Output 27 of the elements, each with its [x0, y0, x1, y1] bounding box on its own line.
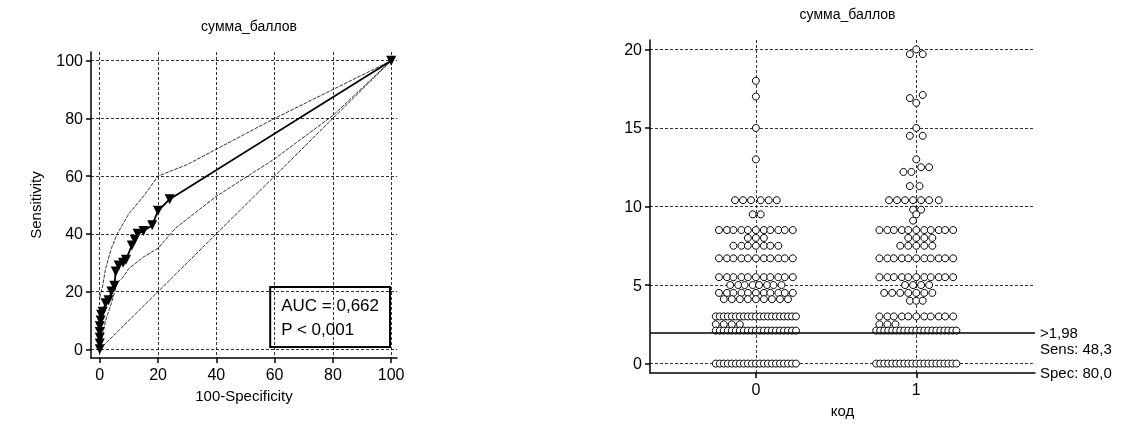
y-tick-label: 80 — [65, 109, 84, 127]
annotation: P < 0,001 — [281, 319, 355, 339]
x-tick-label: 100 — [377, 365, 405, 383]
y-tick-label: 0 — [74, 340, 84, 358]
chart-title: сумма_баллов — [201, 18, 297, 34]
y-tick-label: 15 — [624, 119, 643, 137]
y-tick-label: 10 — [624, 198, 643, 215]
y-tick-label: 20 — [65, 283, 84, 301]
y-tick-label: 5 — [633, 276, 643, 294]
annotation: AUC = 0,662 — [281, 295, 379, 315]
y-tick-label: 100 — [56, 52, 84, 70]
x-axis-title: 100-Specificity — [195, 387, 294, 404]
chart-title: сумма_баллов — [799, 6, 896, 22]
x-tick-label: 20 — [149, 365, 168, 383]
y-tick-label: 60 — [65, 167, 84, 185]
x-axis-title: код — [830, 402, 855, 419]
x-tick-label: 40 — [207, 365, 226, 383]
text: Spec: 80,0 — [1040, 364, 1112, 382]
x-tick-label: 60 — [265, 365, 284, 383]
y-tick-label: 20 — [624, 40, 643, 58]
text: Sens: 48,3 — [1040, 340, 1112, 358]
x-tick-label: 1 — [911, 380, 921, 398]
x-tick-label: 80 — [323, 365, 342, 383]
y-axis-title: Sensitivity — [27, 170, 44, 239]
ref-line-label: >1,98 — [1040, 323, 1078, 341]
y-tick-label: 40 — [65, 225, 84, 243]
x-tick-label: 0 — [95, 365, 105, 383]
